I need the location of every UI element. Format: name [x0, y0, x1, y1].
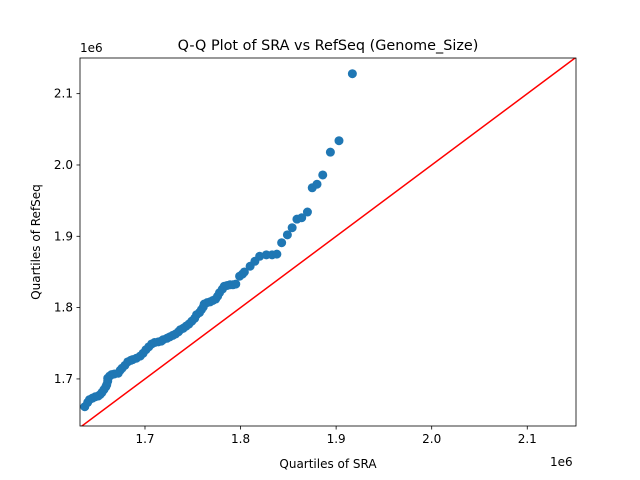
x-offset-label: 1e6 — [550, 455, 573, 469]
x-axis-label: Quartiles of SRA — [279, 457, 377, 471]
data-point — [318, 170, 328, 180]
y-axis-label: Quartiles of RefSeq — [29, 184, 43, 300]
data-point — [334, 136, 344, 146]
data-point — [239, 267, 249, 277]
y-tick-label: 2.0 — [54, 158, 73, 172]
data-point — [312, 179, 322, 189]
data-point — [231, 279, 241, 289]
data-point — [255, 251, 265, 261]
data-point — [272, 249, 282, 259]
data-point — [282, 230, 292, 240]
x-tick-label: 1.7 — [135, 432, 154, 446]
x-tick-label: 1.9 — [327, 432, 346, 446]
y-tick-label: 1.8 — [54, 301, 73, 315]
x-tick-label: 2.1 — [518, 432, 537, 446]
data-point — [277, 238, 287, 248]
axes-frame — [79, 57, 577, 427]
y-tick-label: 2.1 — [54, 87, 73, 101]
data-point — [347, 69, 357, 79]
y-offset-label: 1e6 — [80, 41, 103, 55]
data-point — [325, 147, 335, 157]
reference-line — [80, 58, 576, 426]
x-tick-label: 1.8 — [231, 432, 250, 446]
data-point — [297, 213, 307, 223]
x-tick-label: 2.0 — [422, 432, 441, 446]
data-point — [287, 223, 297, 233]
chart-title: Q-Q Plot of SRA vs RefSeq (Genome_Size) — [178, 38, 479, 54]
y-tick-label: 1.9 — [54, 229, 73, 243]
y-tick-label: 1.7 — [54, 372, 73, 386]
data-point — [302, 207, 312, 217]
